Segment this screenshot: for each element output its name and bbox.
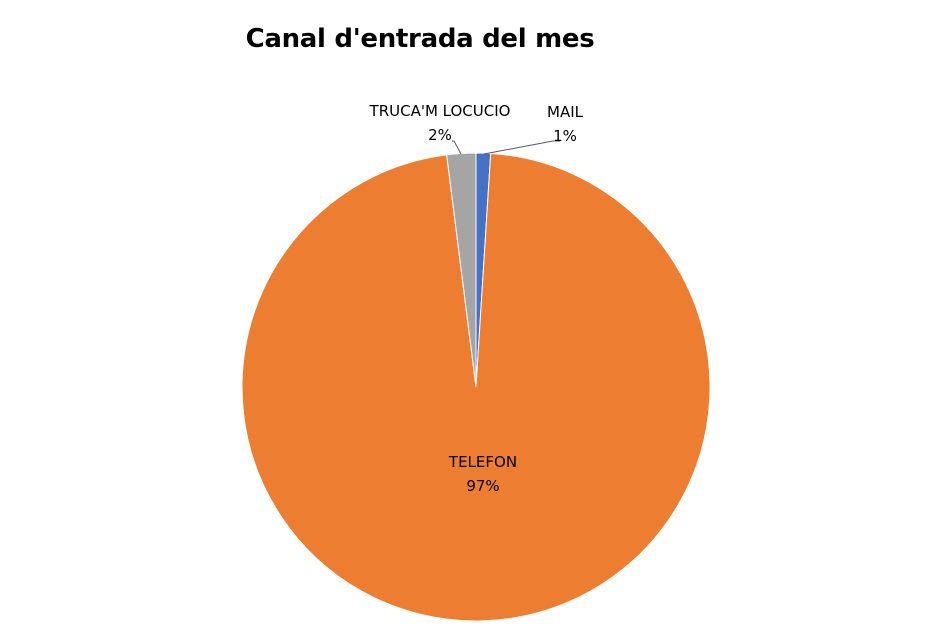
leader-line-mail — [483, 140, 560, 155]
data-label-category-truca-m-locucio: TRUCA'M LOCUCIO — [369, 102, 511, 120]
data-label-category-telefon: TELEFON — [448, 453, 517, 471]
pie-slice-telefon — [241, 152, 711, 622]
leader-line-truca-m-locucio — [452, 140, 462, 155]
data-label-percent-telefon: 97% — [466, 477, 499, 495]
chart-title: Canal d'entrada del mes — [245, 24, 595, 54]
pie-slice-truca-m-locucio — [446, 152, 477, 388]
data-label-category-mail: MAIL — [547, 103, 584, 121]
data-label-percent-mail: 1% — [553, 127, 577, 145]
data-label-percent-truca-m-locucio: 2% — [428, 126, 452, 144]
